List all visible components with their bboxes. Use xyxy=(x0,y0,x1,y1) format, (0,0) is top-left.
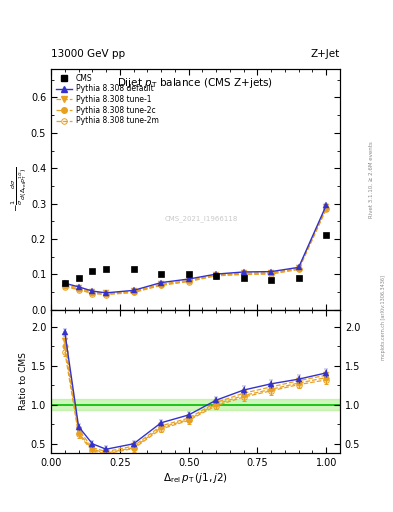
X-axis label: $\Delta_{\rm rel}\,p_{\rm T}\,(j1,j2)$: $\Delta_{\rm rel}\,p_{\rm T}\,(j1,j2)$ xyxy=(163,471,228,485)
Text: Z+Jet: Z+Jet xyxy=(311,49,340,59)
Y-axis label: Ratio to CMS: Ratio to CMS xyxy=(19,353,28,411)
Text: Rivet 3.1.10, ≥ 2.6M events: Rivet 3.1.10, ≥ 2.6M events xyxy=(369,141,374,218)
Bar xyxy=(51,399,340,410)
Y-axis label: $-\frac{1}{\sigma}\frac{d\sigma}{d(\Delta_{\rm rel}p_{\rm T}^{1/2})}$: $-\frac{1}{\sigma}\frac{d\sigma}{d(\Delt… xyxy=(9,167,29,212)
Text: Dijet $p_{\rm T}$ balance (CMS Z+jets): Dijet $p_{\rm T}$ balance (CMS Z+jets) xyxy=(118,76,274,90)
Legend: CMS, Pythia 8.308 default, Pythia 8.308 tune-1, Pythia 8.308 tune-2c, Pythia 8.3: CMS, Pythia 8.308 default, Pythia 8.308 … xyxy=(53,71,161,127)
Text: 13000 GeV pp: 13000 GeV pp xyxy=(51,49,125,59)
Text: mcplots.cern.ch [arXiv:1306.3436]: mcplots.cern.ch [arXiv:1306.3436] xyxy=(381,275,386,360)
Text: CMS_2021_I1966118: CMS_2021_I1966118 xyxy=(165,215,238,222)
